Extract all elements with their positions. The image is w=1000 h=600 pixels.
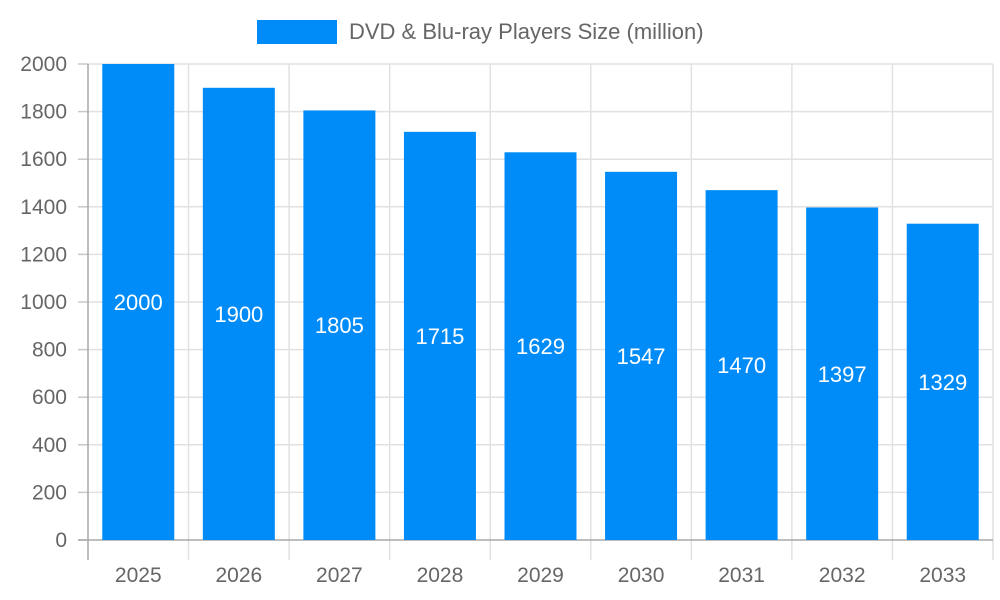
x-tick-label: 2025 — [115, 564, 162, 587]
data-label: 1397 — [818, 362, 867, 387]
data-label: 1547 — [617, 344, 666, 369]
data-label: 1329 — [918, 370, 967, 395]
data-label: 1629 — [516, 334, 565, 359]
x-tick-label: 2027 — [316, 564, 363, 587]
data-label: 1715 — [415, 324, 464, 349]
y-tick-label: 1600 — [20, 148, 67, 171]
y-tick-label: 800 — [32, 339, 67, 362]
x-tick-label: 2032 — [819, 564, 866, 587]
y-tick-label: 0 — [55, 529, 67, 552]
bar-2028[interactable] — [403, 131, 476, 540]
y-tick-label: 1800 — [20, 101, 67, 124]
bar-2031[interactable] — [705, 190, 778, 540]
y-tick-label: 400 — [32, 434, 67, 457]
data-label: 1805 — [315, 313, 364, 338]
bars — [102, 64, 979, 541]
x-tick-label: 2030 — [618, 564, 665, 587]
x-tick-label: 2029 — [517, 564, 564, 587]
y-tick-label: 2000 — [20, 53, 67, 76]
bar-2029[interactable] — [504, 152, 577, 540]
y-tick-label: 600 — [32, 386, 67, 409]
x-tick-label: 2026 — [215, 564, 262, 587]
data-labels: 2000 1900 1805 1715 1629 1547 1470 1397 1329 — [114, 290, 967, 395]
legend-swatch — [257, 20, 337, 44]
bar-2030[interactable] — [605, 171, 678, 540]
x-tick-label: 2028 — [417, 564, 464, 587]
x-tick-label: 2031 — [718, 564, 765, 587]
bar-2033[interactable] — [906, 223, 979, 540]
bar-2027[interactable] — [303, 110, 376, 540]
legend-label: DVD & Blu-ray Players Size (million) — [349, 19, 704, 44]
bar-2026[interactable] — [202, 87, 275, 541]
x-tick-label: 2033 — [919, 564, 966, 587]
y-tick-label: 1200 — [20, 243, 67, 266]
y-tick-label: 1000 — [20, 291, 67, 314]
data-label: 1900 — [214, 302, 263, 327]
data-label: 2000 — [114, 290, 163, 315]
y-tick-label: 200 — [32, 481, 67, 504]
bar-2025[interactable] — [102, 64, 175, 540]
chart-legend[interactable]: DVD & Blu-ray Players Size (million) — [257, 19, 704, 45]
data-label: 1470 — [717, 353, 766, 378]
x-axis: 2025 2026 2027 2028 2029 2030 2031 2032 2033 — [78, 539, 993, 587]
y-axis: 0 200 400 600 800 1000 1200 1400 1600 1800 2000 — [20, 53, 89, 560]
bar-2032[interactable] — [806, 207, 879, 540]
y-tick-label: 1400 — [20, 196, 67, 219]
